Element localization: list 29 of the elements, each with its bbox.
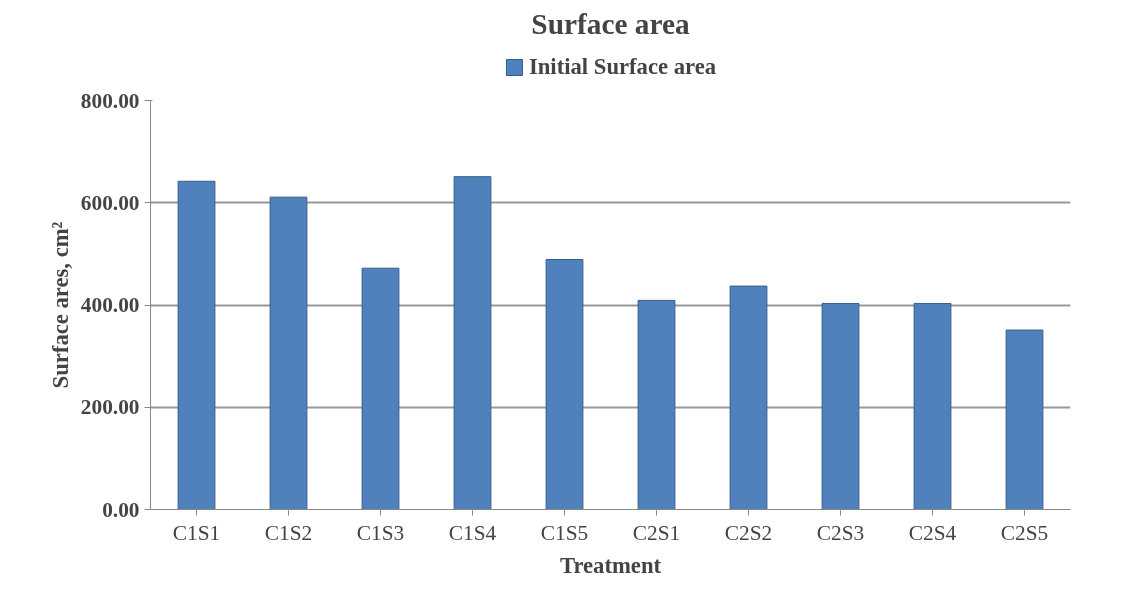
legend-label: Initial Surface area bbox=[528, 54, 717, 80]
x-tick-label: C2S4 bbox=[908, 520, 957, 545]
chart-title: Surface area bbox=[531, 7, 690, 40]
bar bbox=[177, 180, 216, 510]
bar bbox=[1005, 329, 1044, 510]
x-tick-label: C2S2 bbox=[724, 520, 773, 545]
y-tick-label: 400.00 bbox=[80, 293, 140, 317]
x-tick-label: C2S1 bbox=[632, 520, 681, 545]
x-tick-label: C2S3 bbox=[816, 520, 865, 545]
bar bbox=[361, 267, 400, 510]
bar bbox=[821, 302, 860, 510]
x-tick-label: C1S2 bbox=[264, 520, 313, 545]
x-tick-label: C1S4 bbox=[448, 520, 497, 545]
bar bbox=[269, 196, 308, 510]
y-tick-label: 600.00 bbox=[80, 190, 140, 215]
y-axis-title: Surface ares, cm² bbox=[47, 221, 73, 389]
bar bbox=[545, 259, 584, 510]
y-tick-label: 800.00 bbox=[80, 88, 140, 113]
x-tick-label: C2S5 bbox=[1000, 520, 1049, 545]
bar bbox=[637, 299, 676, 510]
bar bbox=[453, 176, 492, 510]
y-tick-label: 200.00 bbox=[80, 395, 140, 420]
y-tick-label: 0.00 bbox=[102, 497, 140, 522]
x-tick-label: C1S5 bbox=[540, 520, 589, 545]
bar bbox=[729, 285, 768, 510]
bar bbox=[913, 302, 952, 510]
x-axis-title: Treatment bbox=[559, 552, 662, 578]
x-tick-label: C1S3 bbox=[356, 520, 405, 545]
x-tick-label: C1S1 bbox=[172, 520, 221, 545]
